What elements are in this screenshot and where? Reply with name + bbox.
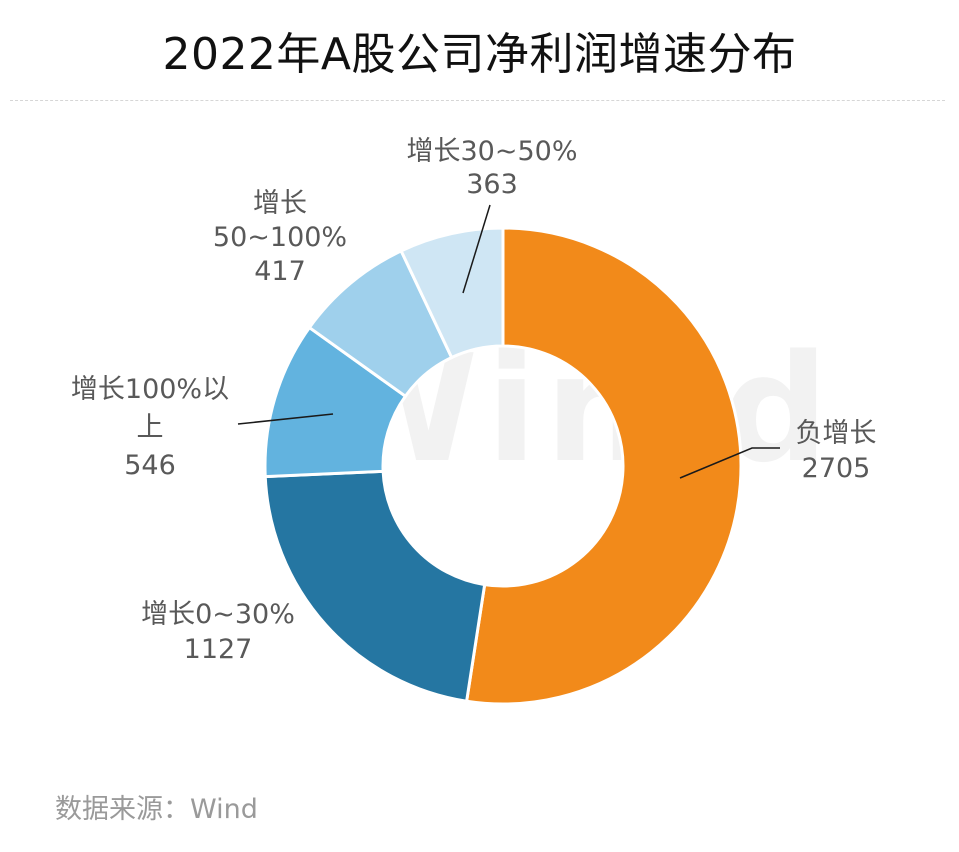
slice-label-5-line-2: 363 — [466, 169, 518, 200]
leader-line-5 — [462, 204, 491, 294]
leader-lines-group — [237, 204, 780, 479]
slice-label-5-line-1: 增长30~50% — [407, 136, 578, 167]
title-divider — [10, 100, 945, 101]
slice-label-3-line-2: 上 — [137, 412, 164, 443]
chart-title: 2022年A股公司净利润增速分布 — [162, 29, 797, 80]
slice-label-4-line-1: 增长 — [253, 188, 307, 219]
slice-2 — [263, 469, 487, 703]
slice-1 — [464, 226, 743, 706]
slice-label-3-line-1: 增长100%以 — [71, 374, 229, 405]
slice-label-4-line-2: 50~100% — [213, 222, 347, 253]
source-note: 数据来源：Wind — [55, 794, 258, 825]
slice-label-2-line-2: 1127 — [184, 634, 253, 665]
leader-line-1 — [679, 447, 780, 479]
slice-label-1-line-2: 2705 — [802, 453, 871, 484]
slice-label-2-line-1: 增长0~30% — [141, 599, 295, 630]
slice-5 — [399, 226, 505, 360]
leader-line-3 — [237, 413, 334, 425]
slice-label-4-line-3: 417 — [254, 256, 306, 287]
slice-label-1-line-1: 负增长 — [796, 418, 877, 449]
chart-area: Win.d 负增长 2705 增长0~30% 1127 增长100%以上 546 增长 50~… — [0, 100, 959, 780]
labels-group: 负增长 2705 增长0~30% 1127 增长100%以上 546 增长50~100%41… — [71, 136, 877, 665]
slices-group — [263, 226, 743, 706]
slice-label-3-line-3: 546 — [124, 450, 176, 481]
donut-chart: Win.d 负增长2705增长0~30%1127增长100%以上546增长50~… — [71, 136, 877, 706]
